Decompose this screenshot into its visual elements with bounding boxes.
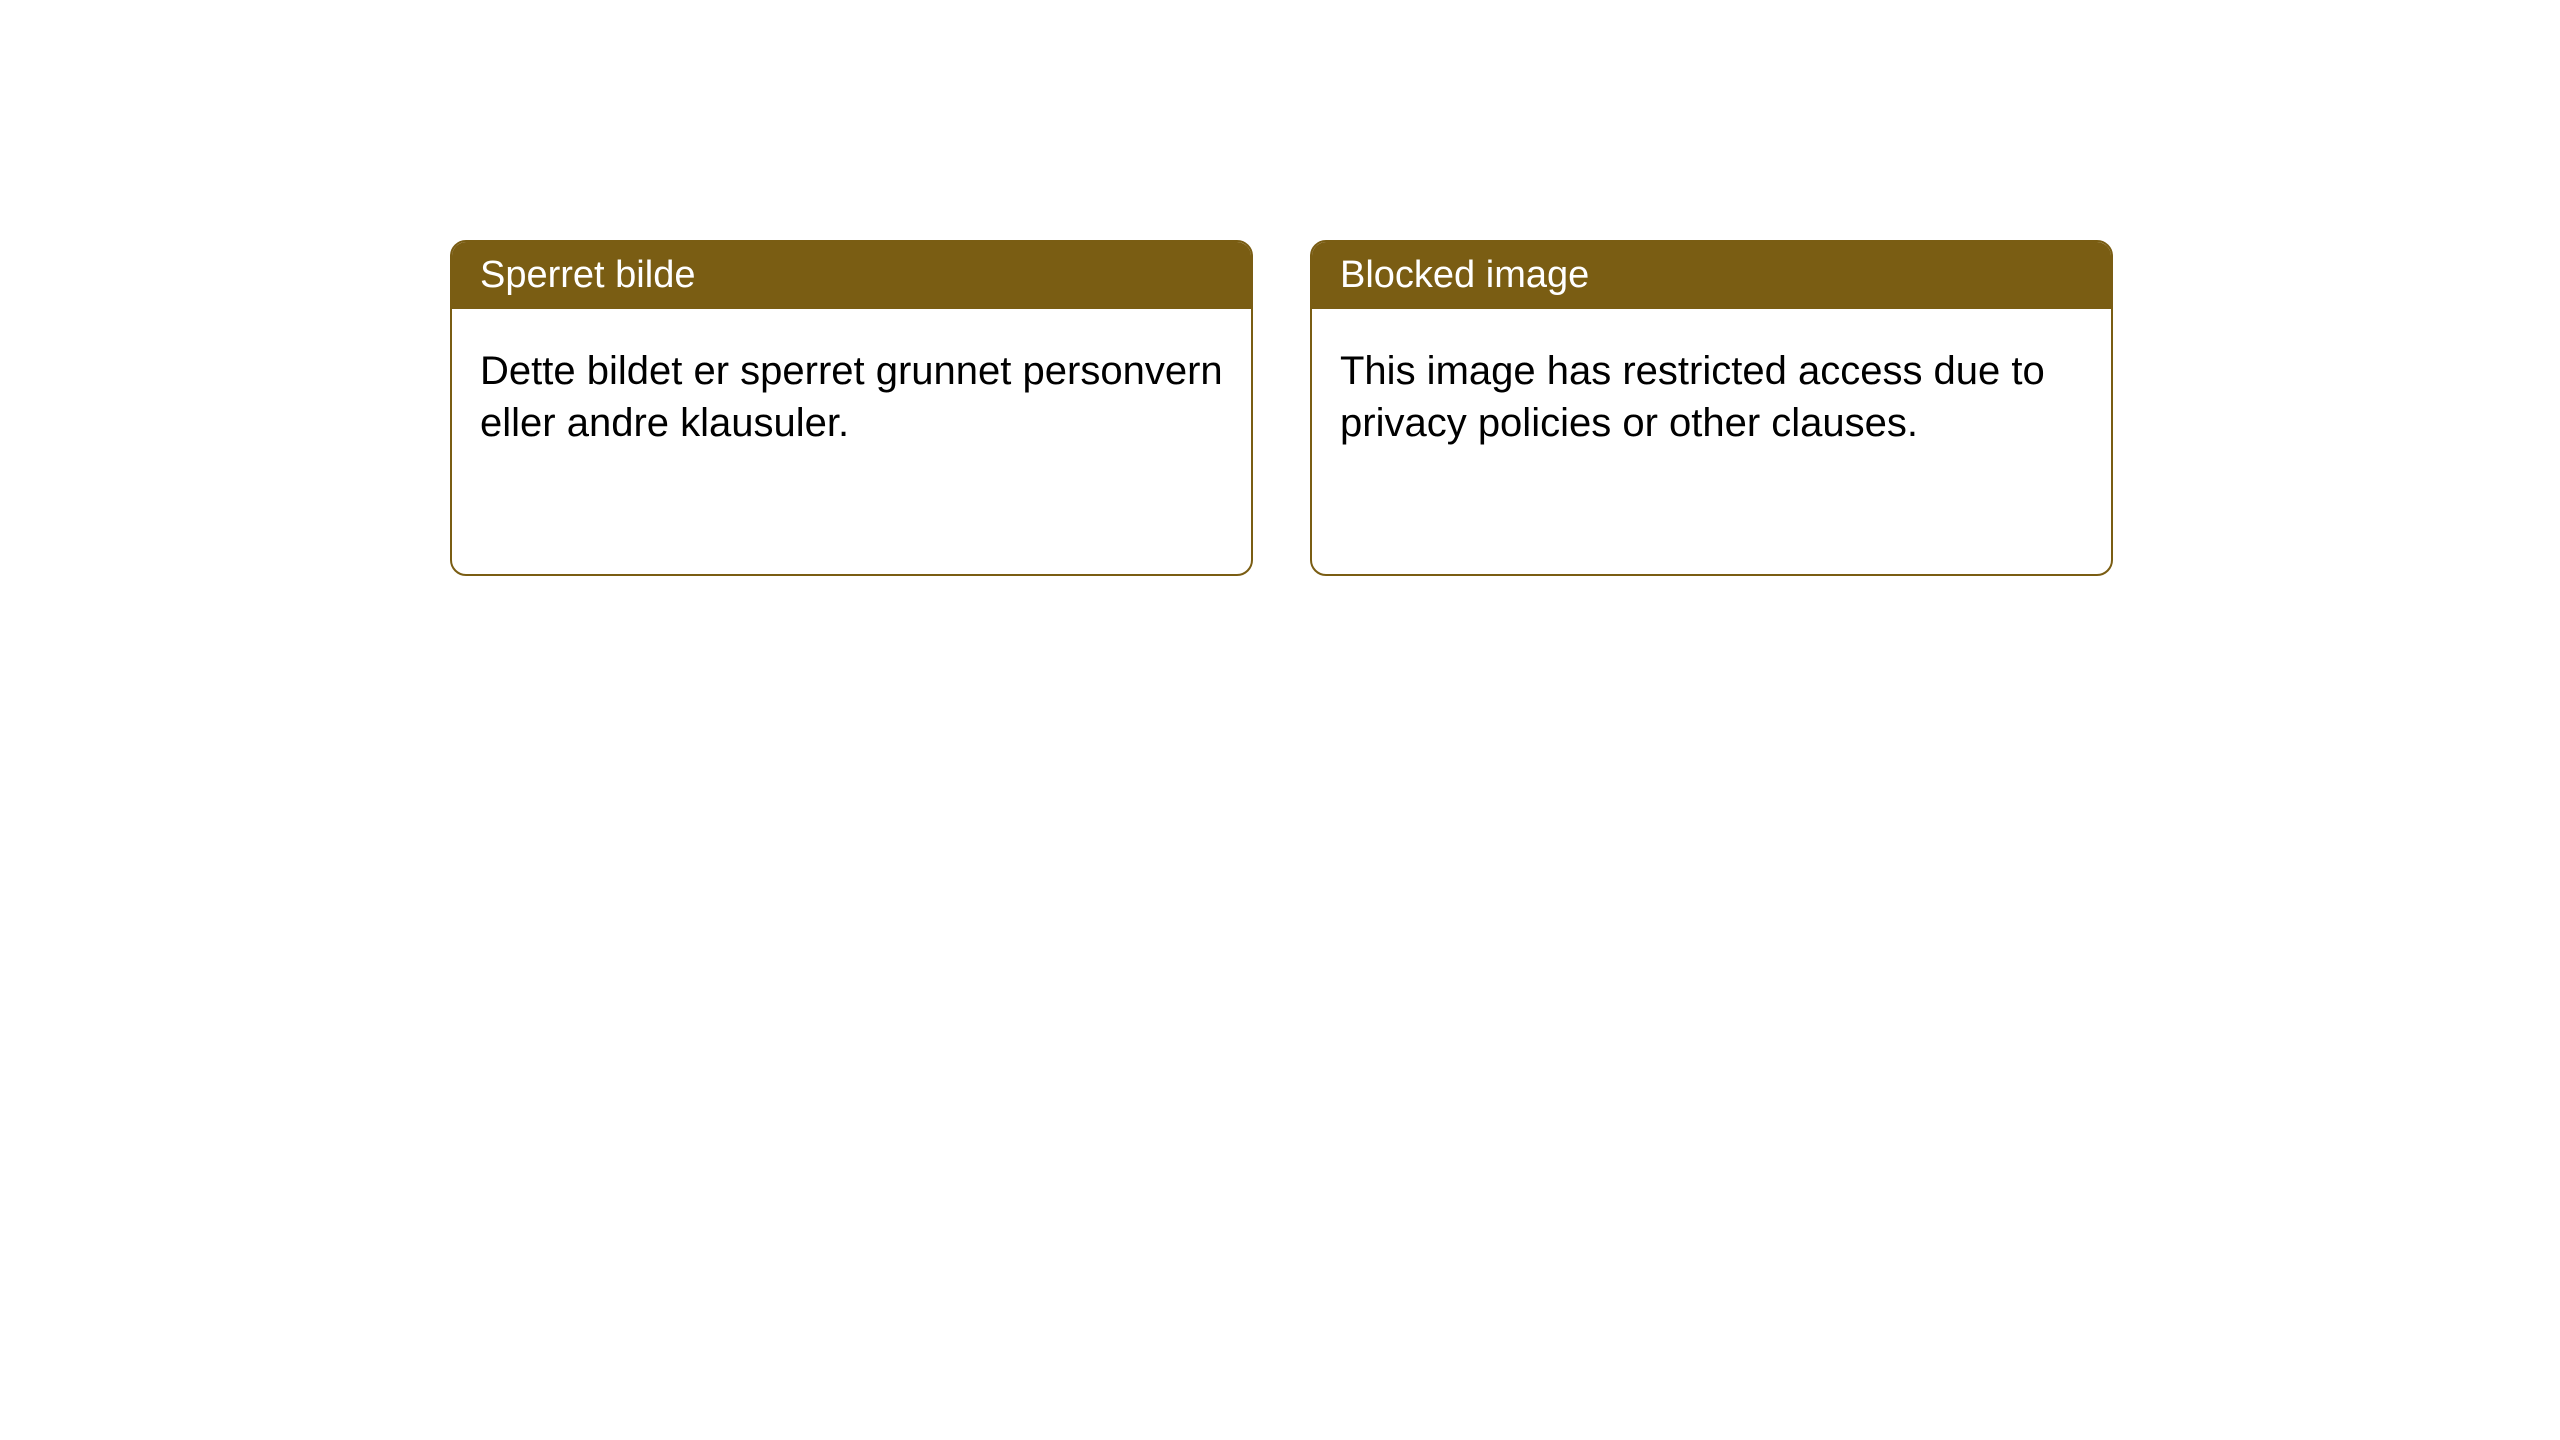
card-body-text: This image has restricted access due to … [1340,349,2045,445]
notice-card-norwegian: Sperret bilde Dette bildet er sperret gr… [450,240,1253,576]
notice-card-english: Blocked image This image has restricted … [1310,240,2113,576]
card-header: Sperret bilde [452,242,1251,309]
card-body: Dette bildet er sperret grunnet personve… [452,309,1251,485]
card-body-text: Dette bildet er sperret grunnet personve… [480,349,1223,445]
card-header: Blocked image [1312,242,2111,309]
card-title: Sperret bilde [480,254,695,296]
notice-container: Sperret bilde Dette bildet er sperret gr… [0,0,2560,576]
card-body: This image has restricted access due to … [1312,309,2111,485]
card-title: Blocked image [1340,254,1589,296]
